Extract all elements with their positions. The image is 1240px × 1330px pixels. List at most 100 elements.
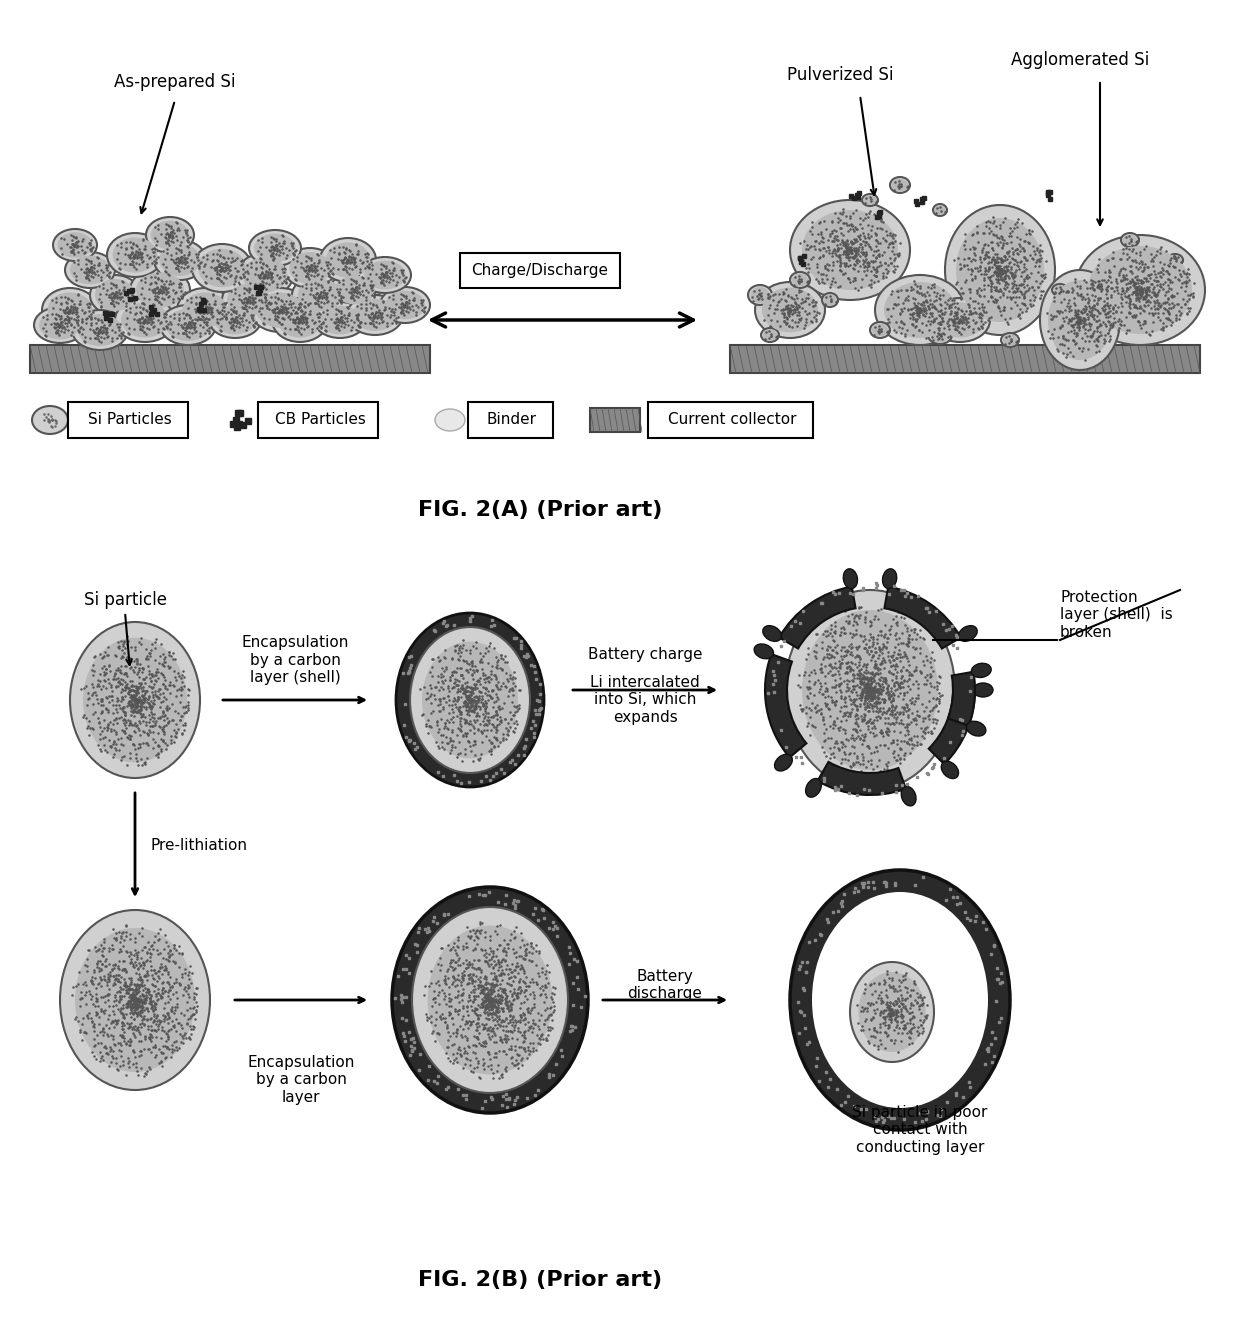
Text: Agglomerated Si: Agglomerated Si [1011,51,1149,69]
Ellipse shape [901,786,916,806]
Wedge shape [765,654,806,758]
Ellipse shape [335,275,374,305]
Ellipse shape [330,273,379,309]
Ellipse shape [932,203,947,215]
Text: Charge/Discharge: Charge/Discharge [471,262,609,278]
Ellipse shape [755,282,825,338]
Ellipse shape [130,269,190,313]
Ellipse shape [935,205,946,215]
Ellipse shape [69,622,200,778]
Ellipse shape [284,247,336,289]
Ellipse shape [823,294,837,306]
Ellipse shape [154,239,206,281]
Ellipse shape [928,326,952,344]
Ellipse shape [272,298,329,342]
Ellipse shape [763,287,818,332]
Ellipse shape [347,295,403,335]
Ellipse shape [166,309,211,340]
Ellipse shape [1054,285,1066,295]
Ellipse shape [289,251,331,285]
Text: FIG. 2(A) (Prior art): FIG. 2(A) (Prior art) [418,500,662,520]
Ellipse shape [352,299,397,331]
Ellipse shape [790,200,910,301]
Ellipse shape [785,591,955,790]
Ellipse shape [930,327,950,342]
Ellipse shape [956,218,1044,322]
Ellipse shape [775,754,792,771]
Wedge shape [949,672,975,726]
Ellipse shape [222,281,274,321]
Ellipse shape [250,289,310,332]
Ellipse shape [53,229,97,261]
Text: Pre-lithiation: Pre-lithiation [150,838,247,853]
Ellipse shape [78,314,123,346]
Ellipse shape [884,282,956,338]
FancyBboxPatch shape [460,253,620,289]
Ellipse shape [42,289,98,332]
Ellipse shape [115,298,175,342]
Ellipse shape [1122,234,1137,246]
Wedge shape [779,587,856,649]
FancyBboxPatch shape [30,344,430,372]
Ellipse shape [278,302,322,338]
Ellipse shape [32,406,68,434]
Text: Battery charge: Battery charge [588,648,702,662]
Ellipse shape [107,233,162,277]
Ellipse shape [254,234,296,262]
Ellipse shape [941,761,959,778]
Ellipse shape [60,910,210,1091]
Ellipse shape [849,962,934,1061]
Ellipse shape [392,887,588,1113]
Text: Pulverized Si: Pulverized Si [786,66,893,84]
Ellipse shape [227,285,269,317]
Ellipse shape [1121,233,1140,247]
Ellipse shape [192,243,252,293]
Wedge shape [817,762,906,795]
Ellipse shape [890,177,910,193]
Ellipse shape [1092,278,1109,291]
Ellipse shape [1048,281,1112,360]
Text: Encapsulation
by a carbon
layer (shell): Encapsulation by a carbon layer (shell) [242,636,348,685]
Text: As-prepared Si: As-prepared Si [114,73,236,90]
Ellipse shape [1087,246,1192,334]
Ellipse shape [319,306,361,334]
Ellipse shape [365,261,405,290]
Ellipse shape [320,238,376,282]
Text: Si Particles: Si Particles [88,412,172,427]
Ellipse shape [47,293,93,327]
Ellipse shape [812,892,988,1108]
Ellipse shape [754,644,774,658]
Ellipse shape [892,178,908,192]
FancyBboxPatch shape [590,408,640,432]
Ellipse shape [40,311,81,339]
Ellipse shape [971,664,991,677]
Ellipse shape [792,274,808,286]
Ellipse shape [237,253,293,297]
Ellipse shape [151,221,190,250]
Ellipse shape [113,237,157,273]
Ellipse shape [412,907,568,1093]
Ellipse shape [802,610,937,770]
Ellipse shape [255,293,304,327]
Ellipse shape [1052,285,1068,297]
Ellipse shape [1003,334,1017,346]
Ellipse shape [870,322,890,338]
Ellipse shape [410,626,529,773]
Ellipse shape [435,410,465,431]
Text: Protection
layer (shell)  is
broken: Protection layer (shell) is broken [1060,591,1173,640]
Ellipse shape [1167,254,1183,266]
Text: Battery
discharge: Battery discharge [627,968,702,1001]
Ellipse shape [160,305,216,344]
Ellipse shape [243,258,288,293]
Ellipse shape [763,330,777,340]
Ellipse shape [802,210,898,290]
Ellipse shape [146,217,193,253]
Ellipse shape [396,613,544,787]
Ellipse shape [182,293,227,327]
Ellipse shape [936,302,985,338]
Ellipse shape [249,230,301,266]
Text: FIG. 2(B) (Prior art): FIG. 2(B) (Prior art) [418,1270,662,1290]
Ellipse shape [806,778,821,797]
Ellipse shape [360,257,410,293]
Ellipse shape [763,625,781,641]
